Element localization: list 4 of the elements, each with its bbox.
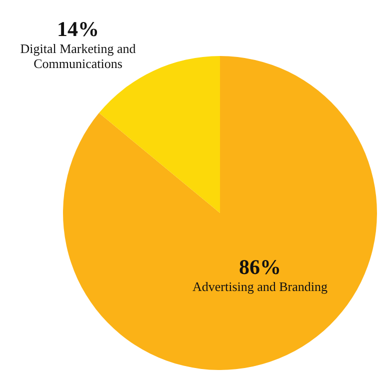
slice-label: Digital Marketing and Communications [20,41,136,71]
slice-label: Advertising and Branding [192,279,328,294]
data-label: 86% [239,255,281,279]
data-label: 14% [57,17,99,41]
